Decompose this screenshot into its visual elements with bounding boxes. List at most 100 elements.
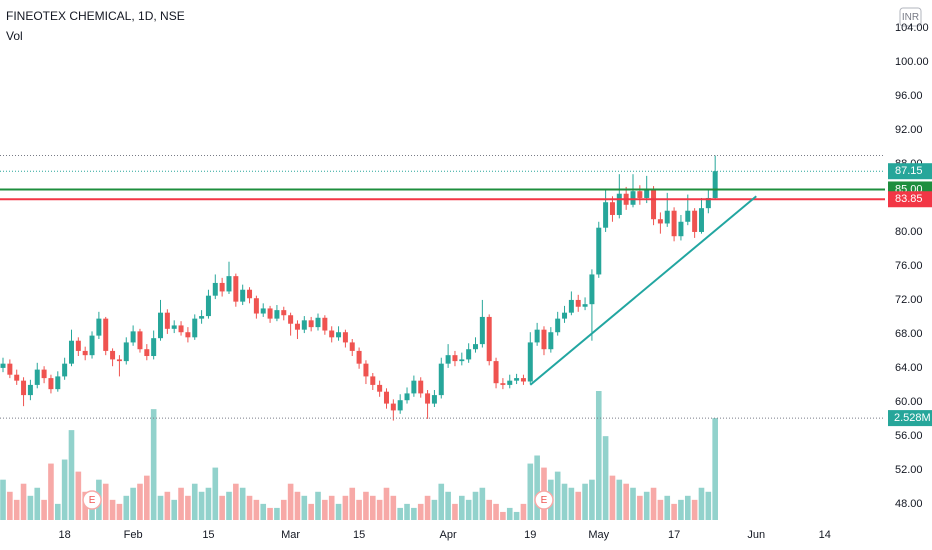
- candle-body: [370, 376, 376, 385]
- volume-bar: [445, 491, 451, 520]
- candle-body: [609, 202, 615, 215]
- volume-bar: [506, 507, 513, 520]
- candle-body: [55, 376, 61, 390]
- candle-body: [459, 359, 465, 362]
- volume-bar: [328, 495, 335, 520]
- candle-body: [48, 378, 54, 390]
- volume-bar: [568, 487, 575, 520]
- candle-body: [219, 282, 225, 292]
- volume-bar: [554, 471, 561, 520]
- volume-bar: [431, 499, 438, 520]
- candle-body: [164, 312, 170, 329]
- volume-bar: [301, 495, 308, 520]
- candle-body: [431, 395, 437, 404]
- x-tick-label: Apr: [440, 529, 457, 541]
- candle-body: [479, 316, 485, 345]
- volume-bar: [459, 495, 465, 520]
- volume-bar: [267, 507, 273, 520]
- volume-tag: [888, 410, 932, 427]
- earnings-marker[interactable]: [534, 490, 554, 510]
- volume-bar: [678, 499, 684, 520]
- y-tick-label: 76.00: [895, 260, 923, 272]
- candle-body: [356, 350, 362, 364]
- volume-bar: [226, 491, 232, 520]
- x-tick-label: 19: [524, 529, 536, 541]
- volume-bar: [527, 463, 534, 520]
- volume-bar: [260, 503, 267, 520]
- candle-body: [671, 210, 677, 237]
- currency[interactable]: INR: [902, 12, 919, 23]
- volume-bar: [712, 418, 718, 520]
- candle-body: [657, 219, 663, 224]
- candle-body: [685, 210, 691, 222]
- candle-body: [123, 342, 129, 362]
- volume-bar: [561, 483, 568, 520]
- volume-bar: [650, 487, 657, 520]
- y-tick-label: 52.00: [895, 464, 923, 476]
- candle-body: [68, 340, 74, 364]
- candle-body: [144, 349, 150, 357]
- candle-body: [527, 342, 533, 382]
- volume-bar: [356, 499, 362, 520]
- volume-bar: [102, 483, 109, 520]
- volume-bar: [349, 487, 356, 520]
- candle-body: [548, 332, 554, 350]
- candle-body: [411, 380, 417, 394]
- candle-body: [34, 369, 40, 385]
- volume-bar: [54, 503, 61, 520]
- volume-bar: [130, 487, 136, 520]
- volume-bar: [20, 483, 27, 520]
- volume-bar: [308, 503, 314, 520]
- volume-tag-label: 2.528M: [894, 412, 931, 424]
- candle-body: [342, 332, 348, 343]
- candle-body: [349, 342, 355, 351]
- volume-bar: [404, 503, 410, 520]
- candle-body: [493, 361, 499, 384]
- volume-bar: [239, 487, 246, 520]
- candle-body: [233, 276, 239, 302]
- candle-body: [192, 318, 198, 338]
- y-tick-label: 80.00: [895, 226, 923, 238]
- volume-bar: [664, 495, 671, 520]
- volume-bar: [582, 483, 588, 520]
- candle-body: [562, 312, 568, 319]
- candle-body: [171, 325, 177, 329]
- chart-title: FINEOTEX CHEMICAL, 1D, NSE: [6, 9, 185, 23]
- volume-bar: [171, 499, 178, 520]
- candle-body: [397, 400, 403, 411]
- earnings-marker[interactable]: [82, 490, 102, 510]
- volume-bar: [13, 499, 20, 520]
- x-tick-label: Mar: [281, 529, 300, 541]
- candle-body: [637, 191, 643, 198]
- candle-body: [185, 332, 191, 338]
- volume-bar: [41, 499, 47, 520]
- level-tag: [888, 191, 932, 208]
- volume-bar: [205, 487, 212, 520]
- volume-bar: [363, 491, 369, 520]
- volume-bar: [705, 491, 712, 520]
- volume-bar: [500, 511, 506, 520]
- volume-bar: [637, 495, 643, 520]
- candle-body: [315, 317, 321, 328]
- volume-bar: [691, 499, 698, 520]
- earnings-label[interactable]: E: [541, 495, 548, 506]
- candle-body: [452, 355, 458, 362]
- candle-body: [712, 171, 718, 198]
- y-tick-label: 104.00: [895, 22, 929, 34]
- volume-bar: [178, 487, 184, 520]
- candle-body: [0, 363, 6, 368]
- candle-body: [116, 359, 122, 362]
- candle-body: [274, 310, 280, 319]
- x-tick-label: 15: [353, 529, 365, 541]
- volume-bar: [479, 487, 486, 520]
- candle-body: [555, 318, 561, 333]
- x-tick-label: Jun: [747, 529, 765, 541]
- candle-body: [96, 318, 102, 336]
- candle-body: [281, 310, 287, 316]
- earnings-label[interactable]: E: [89, 495, 96, 506]
- volume-bar: [390, 495, 397, 520]
- candle-body: [466, 349, 472, 360]
- volume-bar: [623, 483, 629, 520]
- volume-bar: [219, 495, 225, 520]
- currency-box[interactable]: [899, 7, 922, 27]
